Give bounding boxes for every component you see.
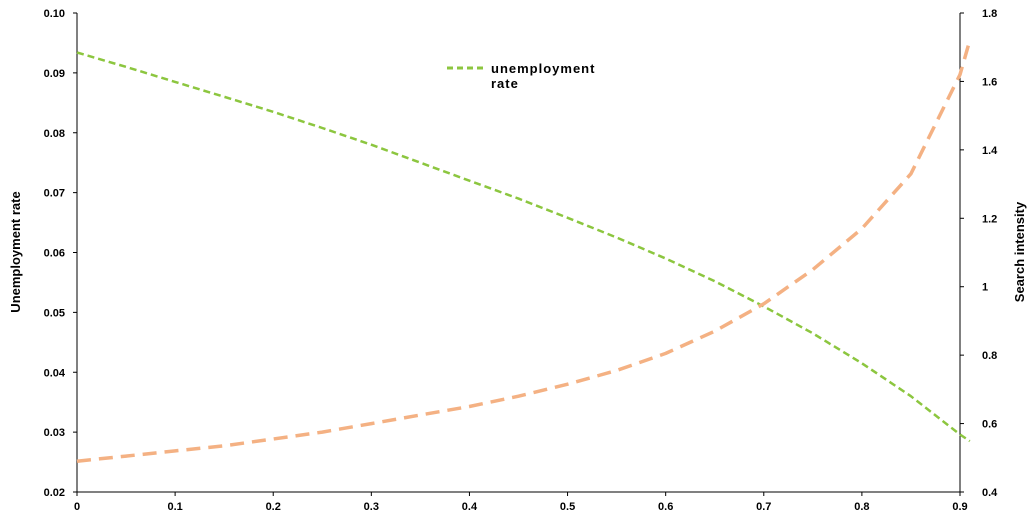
y-right-tick-label: 0.6 (982, 419, 997, 431)
x-tick-label: 0 (74, 501, 80, 513)
legend-label-line2: rate (491, 76, 519, 91)
y-left-tick-label: 0.10 (44, 8, 65, 20)
x-tick-label: 0.1 (167, 501, 182, 513)
search-intensity-line (76, 39, 972, 463)
y-left-tick-label: 0.05 (44, 307, 65, 319)
unemployment-rate-line (76, 51, 971, 443)
y-left-tick-label: 0.04 (44, 367, 66, 379)
x-tick-label: 0.6 (658, 501, 673, 513)
y-right-tick-label: 0.8 (982, 350, 997, 362)
legend-label-line1: unemployment (491, 61, 595, 76)
y-left-tick-label: 0.03 (44, 427, 65, 439)
y-right-axis-title: Search intensity (1012, 201, 1027, 302)
x-tick-label: 0.3 (364, 501, 379, 513)
x-tick-label: 0.4 (462, 501, 478, 513)
legend: unemployment rate (447, 61, 595, 91)
y-right-tick-label: 1 (982, 282, 988, 294)
y-right-tick-label: 1.4 (982, 145, 998, 157)
y-right-tick-label: 0.4 (982, 487, 998, 499)
y-right-tick-label: 1.2 (982, 213, 997, 225)
x-tick-label: 0.5 (560, 501, 575, 513)
series-lines (76, 39, 972, 463)
y-left-tick-label: 0.09 (44, 68, 65, 80)
y-left-tick-label: 0.06 (44, 248, 65, 260)
y-left-tick-label: 0.07 (44, 188, 65, 200)
y-left-axis-title: Unemployment rate (8, 191, 23, 312)
x-tick-label: 0.7 (756, 501, 771, 513)
x-tick-label: 0.2 (266, 501, 281, 513)
y-left-tick-label: 0.08 (44, 128, 65, 140)
y-left-tick-label: 0.02 (44, 487, 65, 499)
x-tick-label: 0.8 (854, 501, 869, 513)
y-right-tick-label: 1.6 (982, 76, 997, 88)
y-right-tick-label: 1.8 (982, 8, 997, 20)
x-tick-label: 0.9 (952, 501, 967, 513)
tick-labels: 0 0.1 0.2 0.3 0.4 0.5 0.6 0.7 0.8 0.9 0.02 0.03 0.04… (44, 8, 999, 513)
